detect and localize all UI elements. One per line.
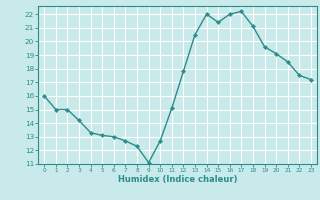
X-axis label: Humidex (Indice chaleur): Humidex (Indice chaleur) (118, 175, 237, 184)
